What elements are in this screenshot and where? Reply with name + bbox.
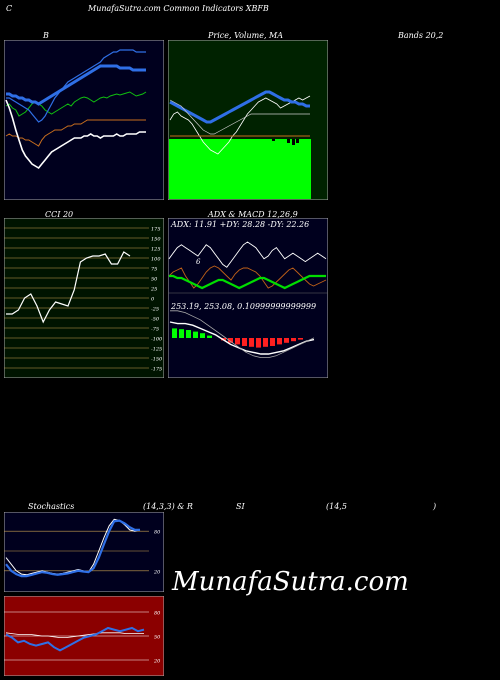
bollinger-title: B [43,31,49,40]
rsi-tick-label: 20 [153,659,161,665]
cci-tick-label: 25 [150,287,157,293]
rsi-tick-label: 50 [154,635,161,641]
macd-hist-bar [270,338,275,346]
macd-hist-bar [263,338,268,347]
price-ma-panel [168,40,328,200]
rsi-line [5,626,145,652]
cci-tick-label: 75 [151,267,157,273]
pm-volume-notch [292,139,295,145]
bb-price-line [5,99,146,170]
macd-hist-bar [193,331,198,338]
macd-hist-bar [186,330,191,338]
stoch-tick-label: 20 [153,569,161,575]
stoch-k-line [5,519,140,578]
macd-hist-bar [235,338,240,345]
adx-di-plus [168,241,327,268]
rsi-panel: 80 50 20 [4,596,164,676]
pm-volume-notch [287,139,290,143]
macd-signal-line [170,310,315,359]
rsi-params: (14,5 [326,502,347,511]
cci-tick-label: -125 [151,347,162,353]
macd-hist-bar [291,338,296,342]
bb-upper-line [5,91,147,117]
cci-tick-label: 50 [151,277,158,283]
pm-volume-notch [272,139,275,141]
stoch-params: (14,3,3) & R [143,502,193,511]
adx-di-minus [168,265,327,289]
bollinger-panel [4,40,164,200]
rsi-tick-label: 80 [154,611,161,617]
watermark: MunafaSutra.com [172,567,409,597]
adx-macd-panel: ADX: 11.91 +DY: 28.28 -DY: 22.26 6 253.1… [168,218,328,378]
stochastics-panel: 80 20 [4,512,164,592]
cci-title: CCI 20 [45,210,74,219]
cci-tick-label: 100 [151,257,161,263]
price-ma-title: Price, Volume, MA [208,31,284,40]
adx-line [169,274,326,290]
bb-lower-line [5,119,146,147]
macd-hist-bar [172,328,177,338]
cci-tick-label: 0 [151,297,155,303]
volume-block [169,139,311,199]
cci-line [6,251,131,324]
macd-label: 253.19, 253.08, 0.10999999999999 [170,302,316,311]
adx-six: 6 [196,258,201,266]
stoch-title: Stochastics [28,502,75,511]
adx-label: ADX: 11.91 +DY: 28.28 -DY: 22.26 [170,220,309,229]
rsi-si: SI [236,502,245,511]
macd-hist-bar [207,335,212,338]
bands-title: Bands 20,2 [398,31,444,40]
macd-hist-bar [277,338,282,345]
cci-tick-label: -150 [151,357,163,363]
cci-tick-label: -100 [151,337,163,343]
macd-hist-bar [200,333,205,338]
cci-tick-label: -25 [151,307,159,313]
cci-tick-label: -50 [151,317,160,323]
pm-ma-white [169,99,310,135]
macd-hist-bar [179,329,184,338]
bb-middle-band [6,64,146,106]
rsi-signal-line [5,632,144,638]
pm-volume-notch [296,139,299,143]
cci-tick-label: 125 [151,247,161,253]
rsi-close: ) [433,502,437,511]
macd-hist-bar [284,338,289,343]
cci-tick-label: 150 [151,237,161,243]
cci-tick-label: 175 [151,227,161,233]
cci-tick-label: -175 [151,367,162,373]
macd-hist-bar [228,338,233,343]
cci-panel: 175 150 125 100 75 50 25 0 -25 -50 -75 -100 -125 -150… [4,218,164,378]
header-title: MunafaSutra.com Common Indicators XBFB [88,4,269,13]
header-left: C [6,4,13,13]
macd-hist-bar [249,338,254,347]
macd-hist-bar [298,338,303,340]
pm-price-line [169,95,311,155]
bb-lower-blue [6,49,146,123]
macd-hist-bar [242,338,247,346]
pm-ma-blue [169,90,310,124]
adx-macd-title: ADX & MACD 12,26,9 [208,210,298,219]
stoch-tick-label: 80 [154,530,161,536]
cci-tick-label: -75 [151,327,159,333]
macd-hist-bar [256,338,261,348]
